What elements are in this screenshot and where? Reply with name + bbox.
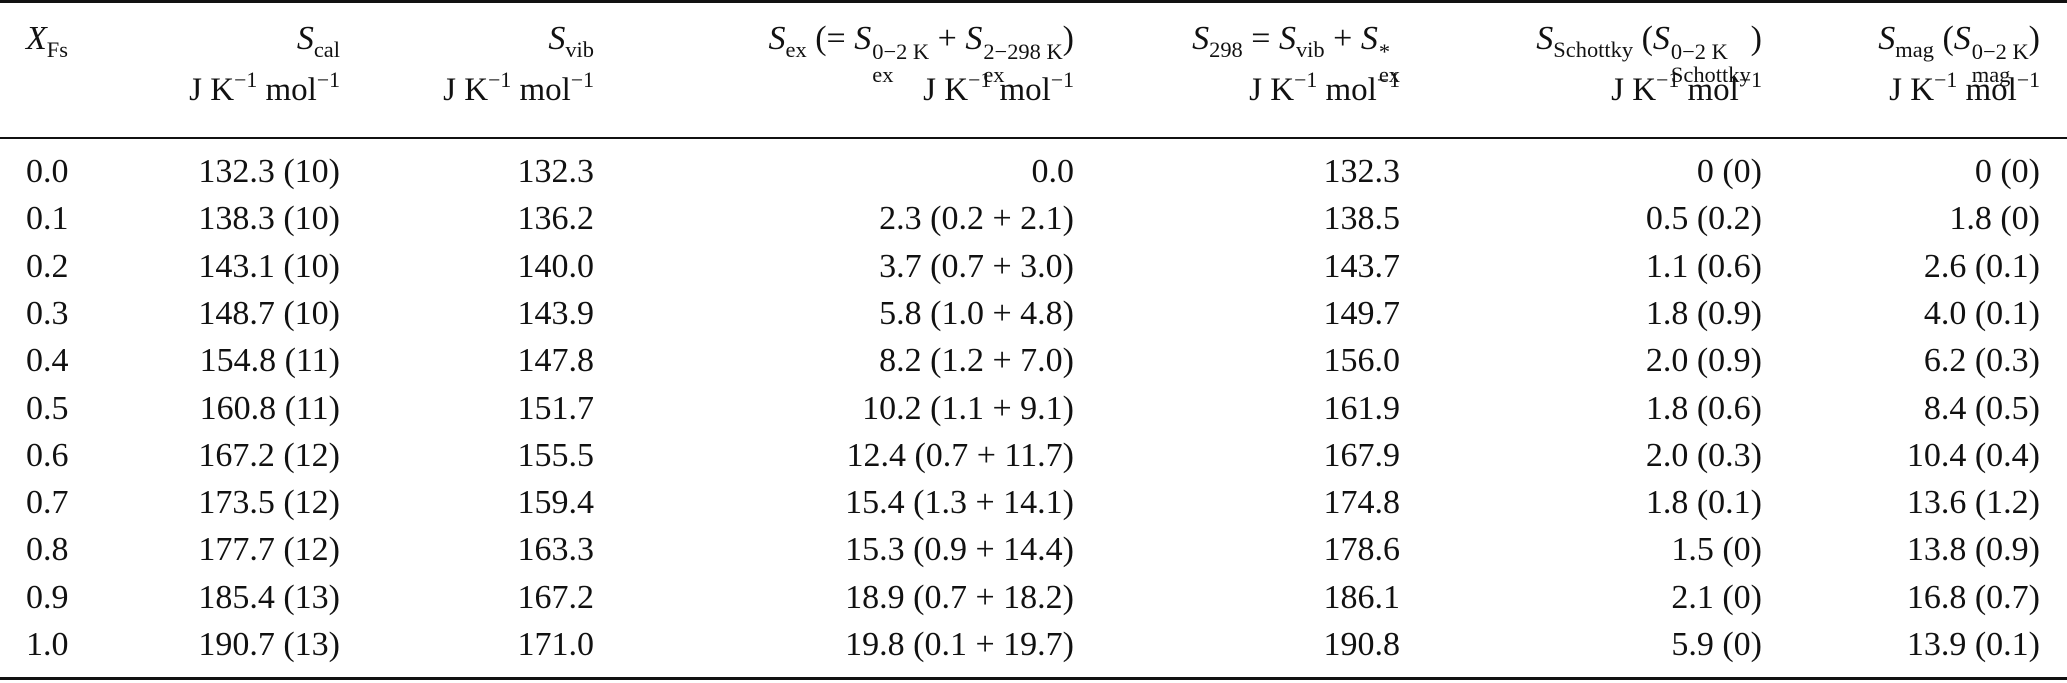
- unit-s298: J K−1 mol−1: [1249, 67, 1400, 108]
- cell-smag: 10.4 (0.4): [1906, 437, 2040, 474]
- unit-sex: J K−1 mol−1: [923, 67, 1074, 108]
- cell-smag: 2.6 (0.1): [1923, 248, 2040, 285]
- cell-sex: 15.3 (0.9 + 14.4): [845, 531, 1074, 568]
- cell-scal: 185.4 (13): [198, 579, 340, 616]
- bottom-rule: [0, 677, 2067, 680]
- cell-smag: 16.8 (0.7): [1906, 579, 2040, 616]
- cell-xfs: 0.6: [26, 437, 69, 474]
- unit-scal: J K−1 mol−1: [189, 67, 340, 108]
- cell-xfs: 0.9: [26, 579, 69, 616]
- header-rule: [0, 137, 2067, 139]
- cell-sschottky: 2.1 (0): [1671, 579, 1762, 616]
- cell-scal: 167.2 (12): [198, 437, 340, 474]
- cell-smag: 13.9 (0.1): [1906, 626, 2040, 663]
- cell-sex: 19.8 (0.1 + 19.7): [845, 626, 1074, 663]
- cell-sex: 18.9 (0.7 + 18.2): [845, 579, 1074, 616]
- unit-sschottky: J K−1 mol−1: [1611, 67, 1762, 108]
- cell-xfs: 0.2: [26, 248, 69, 285]
- cell-svib: 132.3: [517, 153, 595, 190]
- cell-xfs: 0.3: [26, 295, 69, 332]
- cell-scal: 177.7 (12): [198, 531, 340, 568]
- cell-smag: 4.0 (0.1): [1923, 295, 2040, 332]
- cell-sschottky: 0 (0): [1696, 153, 1762, 190]
- cell-sex: 15.4 (1.3 + 14.1): [845, 484, 1074, 521]
- cell-s298: 186.1: [1323, 579, 1401, 616]
- cell-scal: 143.1 (10): [198, 248, 340, 285]
- unit-svib: J K−1 mol−1: [443, 67, 594, 108]
- cell-s298: 174.8: [1323, 484, 1401, 521]
- header-svib: Svib: [548, 20, 594, 62]
- cell-sschottky: 1.8 (0.6): [1645, 390, 1762, 427]
- cell-xfs: 0.0: [26, 153, 69, 190]
- cell-s298: 138.5: [1323, 200, 1401, 237]
- cell-smag: 0 (0): [1974, 153, 2040, 190]
- cell-s298: 190.8: [1323, 626, 1401, 663]
- cell-xfs: 0.7: [26, 484, 69, 521]
- cell-sex: 3.7 (0.7 + 3.0): [879, 248, 1074, 285]
- top-rule: [0, 0, 2067, 3]
- cell-s298: 149.7: [1323, 295, 1401, 332]
- cell-scal: 160.8 (11): [199, 390, 340, 427]
- cell-scal: 132.3 (10): [198, 153, 340, 190]
- cell-smag: 6.2 (0.3): [1923, 342, 2040, 379]
- header-scal: Scal: [296, 20, 340, 62]
- cell-svib: 143.9: [517, 295, 595, 332]
- cell-scal: 148.7 (10): [198, 295, 340, 332]
- cell-sex: 8.2 (1.2 + 7.0): [879, 342, 1074, 379]
- cell-smag: 13.8 (0.9): [1906, 531, 2040, 568]
- cell-svib: 140.0: [517, 248, 595, 285]
- cell-s298: 161.9: [1323, 390, 1401, 427]
- cell-s298: 178.6: [1323, 531, 1401, 568]
- cell-sschottky: 1.8 (0.1): [1645, 484, 1762, 521]
- cell-svib: 167.2: [517, 579, 595, 616]
- cell-sex: 5.8 (1.0 + 4.8): [879, 295, 1074, 332]
- cell-s298: 156.0: [1323, 342, 1401, 379]
- cell-sschottky: 2.0 (0.3): [1645, 437, 1762, 474]
- cell-sschottky: 5.9 (0): [1671, 626, 1762, 663]
- cell-svib: 151.7: [517, 390, 595, 427]
- cell-smag: 8.4 (0.5): [1923, 390, 2040, 427]
- cell-xfs: 0.8: [26, 531, 69, 568]
- cell-svib: 171.0: [517, 626, 595, 663]
- cell-scal: 138.3 (10): [198, 200, 340, 237]
- cell-sex: 12.4 (0.7 + 11.7): [846, 437, 1074, 474]
- cell-svib: 147.8: [517, 342, 595, 379]
- cell-xfs: 0.1: [26, 200, 69, 237]
- cell-sex: 2.3 (0.2 + 2.1): [879, 200, 1074, 237]
- cell-smag: 13.6 (1.2): [1906, 484, 2040, 521]
- unit-smag: J K−1 mol−1: [1889, 67, 2040, 108]
- cell-xfs: 0.4: [26, 342, 69, 379]
- cell-sschottky: 1.5 (0): [1671, 531, 1762, 568]
- cell-scal: 190.7 (13): [198, 626, 340, 663]
- cell-sschottky: 1.8 (0.9): [1645, 295, 1762, 332]
- cell-sex: 0.0: [1031, 153, 1075, 190]
- cell-s298: 143.7: [1323, 248, 1401, 285]
- cell-xfs: 1.0: [26, 626, 69, 663]
- cell-svib: 159.4: [517, 484, 595, 521]
- header-s298: S298 = Svib + S * ex: [1192, 20, 1400, 87]
- cell-smag: 1.8 (0): [1949, 200, 2040, 237]
- cell-svib: 163.3: [517, 531, 595, 568]
- cell-sex: 10.2 (1.1 + 9.1): [862, 390, 1074, 427]
- cell-s298: 167.9: [1323, 437, 1401, 474]
- cell-s298: 132.3: [1323, 153, 1401, 190]
- cell-scal: 173.5 (12): [198, 484, 340, 521]
- cell-svib: 155.5: [517, 437, 595, 474]
- cell-sschottky: 0.5 (0.2): [1645, 200, 1762, 237]
- cell-xfs: 0.5: [26, 390, 69, 427]
- cell-scal: 154.8 (11): [199, 342, 340, 379]
- cell-svib: 136.2: [517, 200, 595, 237]
- cell-sschottky: 2.0 (0.9): [1645, 342, 1762, 379]
- cell-sschottky: 1.1 (0.6): [1645, 248, 1762, 285]
- header-sschottky: SSchottky (S 0−2 K Schottky): [1536, 20, 1762, 87]
- header-xfs: XFs: [26, 20, 68, 62]
